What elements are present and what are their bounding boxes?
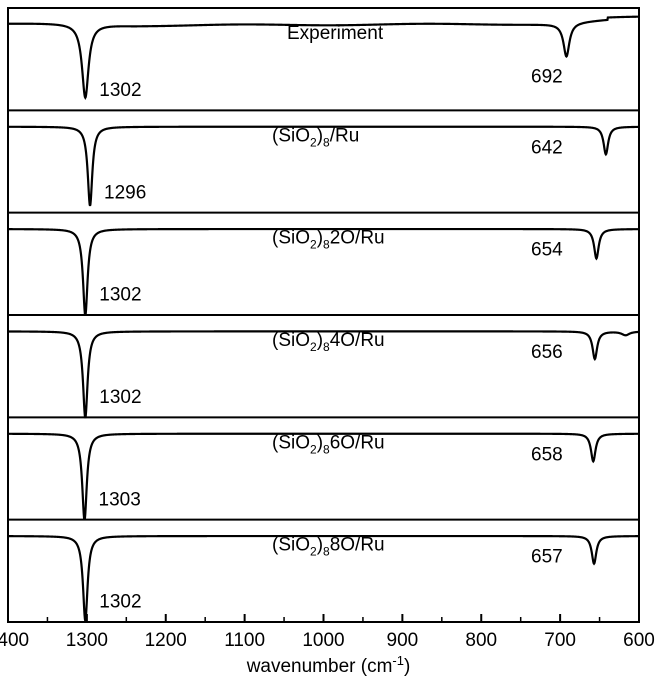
spectra-panels: Experiment1302692(SiO2)8/Ru1296642(SiO2)… xyxy=(7,15,640,622)
x-tick-label: 1400 xyxy=(0,630,29,651)
peak-label: 656 xyxy=(531,342,563,363)
spectrum-line xyxy=(8,15,640,100)
series-name-label: (SiO2)86O/Ru xyxy=(272,432,385,456)
peak-label: 658 xyxy=(531,444,563,465)
x-tick-label: 1200 xyxy=(145,630,187,651)
spectrum-line xyxy=(8,125,639,207)
peak-label: 1302 xyxy=(99,592,141,613)
x-axis-title: wavenumber (cm-1) xyxy=(246,653,411,677)
spectrum-line xyxy=(7,330,640,419)
spectrum-panel: Experiment 1302 692 xyxy=(8,15,640,101)
x-axis: 1400 1300 1200 1100 1000 900 800 700 600 xyxy=(0,614,655,651)
x-tick-label: 700 xyxy=(544,630,576,651)
spectrum-panel: (SiO2)86O/Ru 1303 658 xyxy=(8,432,639,521)
series-name-label: (SiO2)88O/Ru xyxy=(272,535,385,559)
peak-label: 642 xyxy=(531,137,563,158)
spectrum-panel: (SiO2)84O/Ru 1302 656 xyxy=(7,330,640,419)
spectrum-panel: (SiO2)82O/Ru 1302 654 xyxy=(8,228,639,316)
peak-label: 654 xyxy=(531,240,563,261)
spectrum-line xyxy=(8,534,639,622)
x-tick-label: 1100 xyxy=(224,630,265,651)
x-tick-label: 1300 xyxy=(66,630,108,651)
peak-label: 1302 xyxy=(99,80,141,101)
spectrum-line xyxy=(8,227,639,316)
peak-label: 692 xyxy=(531,67,563,88)
x-tick-label: 1000 xyxy=(302,630,344,651)
x-tick-label: 800 xyxy=(465,630,497,651)
peak-label: 1303 xyxy=(99,489,141,510)
series-name-label: Experiment xyxy=(287,23,384,44)
peak-label: 1296 xyxy=(104,182,146,203)
x-tick-label: 600 xyxy=(623,630,655,651)
spectrum-panel: (SiO2)8/Ru 1296 642 xyxy=(8,125,639,207)
peak-label: 1302 xyxy=(99,285,141,306)
panel-separators xyxy=(8,109,639,521)
spectrum-line xyxy=(8,432,639,521)
series-name-label: (SiO2)8/Ru xyxy=(272,125,359,149)
x-tick-label: 900 xyxy=(387,630,419,651)
peak-label: 1302 xyxy=(99,387,141,408)
peak-label: 657 xyxy=(531,547,563,568)
series-name-label: (SiO2)84O/Ru xyxy=(272,330,385,354)
spectrum-panel: (SiO2)88O/Ru 1302 657 xyxy=(8,534,639,622)
series-name-label: (SiO2)82O/Ru xyxy=(272,228,385,252)
